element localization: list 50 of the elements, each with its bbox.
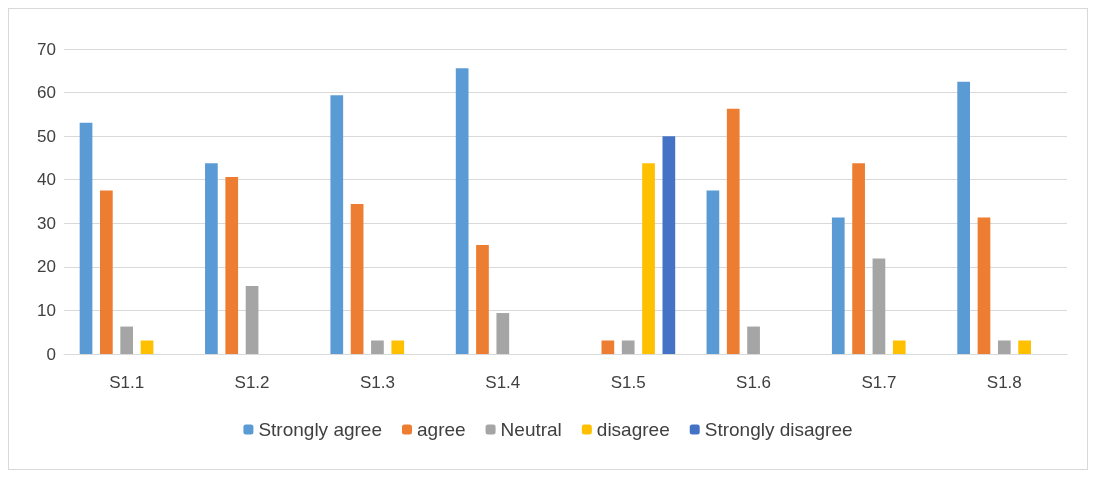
bar (662, 136, 676, 354)
y-tick-label: 30 (37, 213, 56, 233)
bar (205, 163, 218, 354)
bar (496, 313, 510, 354)
y-tick-label: 20 (37, 257, 56, 277)
bar (892, 340, 906, 354)
legend-label: Strongly disagree (704, 419, 853, 440)
bar (225, 177, 239, 354)
bar (852, 163, 865, 354)
bar (391, 340, 405, 354)
bar (245, 286, 259, 354)
bar (726, 108, 740, 354)
x-tick-label: S1.6 (736, 373, 772, 392)
bar (872, 258, 886, 354)
legend-label: agree (416, 419, 466, 440)
bar (601, 340, 615, 354)
bar (1018, 340, 1031, 354)
bar (642, 163, 655, 354)
y-tick-label: 50 (37, 126, 56, 146)
x-tick-label: S1.3 (359, 373, 395, 392)
bar (100, 190, 113, 354)
y-tick-label: 60 (37, 83, 56, 103)
bar (79, 122, 93, 354)
y-tick-label: 40 (37, 170, 56, 190)
bar (621, 340, 635, 354)
bar (706, 190, 720, 354)
bar (120, 326, 134, 354)
bar (831, 217, 845, 354)
bar (455, 68, 469, 354)
x-tick-label: S1.5 (610, 373, 646, 392)
x-tick-label: S1.8 (986, 373, 1022, 392)
y-tick-label: 70 (37, 39, 56, 59)
legend-label: disagree (596, 419, 670, 440)
bar (977, 217, 991, 354)
bar (330, 95, 344, 354)
bar (957, 81, 970, 354)
bar (476, 245, 489, 354)
x-tick-label: S1.7 (861, 373, 897, 392)
x-tick-label: S1.4 (485, 373, 521, 392)
bar (140, 340, 154, 354)
x-tick-label: S1.2 (234, 373, 270, 392)
y-tick-label: 10 (37, 300, 56, 320)
bar (747, 326, 760, 354)
bar (350, 204, 364, 354)
legend-label: Neutral (500, 419, 562, 440)
legend-label: Strongly agree (258, 419, 382, 440)
y-tick-label: 0 (46, 344, 56, 364)
x-tick-label: S1.1 (109, 373, 145, 392)
bar (371, 340, 384, 354)
bar (997, 340, 1011, 354)
